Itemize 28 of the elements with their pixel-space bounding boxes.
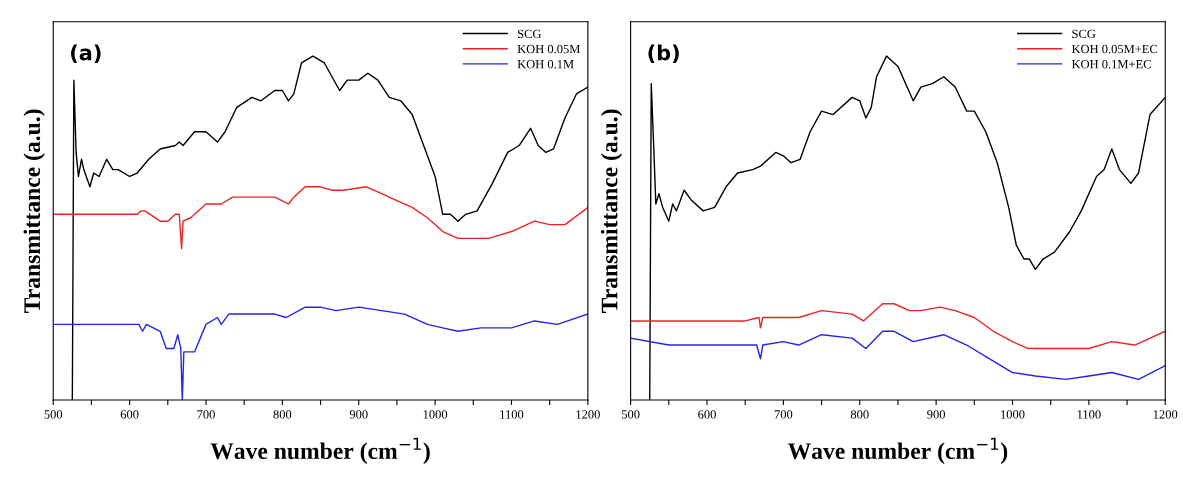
legend-label: KOH 0.05M (517, 44, 580, 54)
x-tick-label: 500 (621, 410, 640, 419)
x-tick-label: 1200 (576, 410, 600, 419)
x-axis-title: Wave number (cm$^{−1}$) (787, 437, 1008, 464)
annotation: (a) (71, 44, 101, 63)
x-tick-label: 500 (44, 410, 63, 419)
annotation: (b) (648, 44, 679, 63)
legend-label: SCG (1072, 29, 1096, 39)
x-tick-label: 1100 (1077, 410, 1101, 419)
legend-label: SCG (518, 29, 542, 39)
y-axis-title: Transmittance (a.u.) (600, 109, 623, 313)
x-tick-label: 700 (774, 410, 793, 419)
x-tick-label: 600 (698, 410, 716, 419)
x-tick-label: 800 (273, 410, 292, 419)
y-axis-title: Transmittance (a.u.) (23, 109, 45, 313)
x-tick-label: 1000 (1001, 410, 1025, 419)
x-axis-title: Wave number (cm$^{−1}$) (210, 437, 430, 464)
x-tick-label: 1100 (500, 410, 524, 419)
x-tick-label: 600 (120, 410, 139, 419)
x-tick-label: 700 (197, 410, 215, 419)
x-tick-label: 1000 (423, 410, 448, 419)
x-tick-label: 800 (850, 410, 869, 419)
legend-label: KOH 0.1M (517, 59, 574, 69)
legend-label: KOH 0.1M+EC (1071, 59, 1151, 69)
legend-label: KOH 0.05M+EC (1071, 44, 1158, 54)
x-tick-label: 900 (927, 410, 946, 419)
x-tick-label: 900 (349, 410, 368, 419)
x-tick-label: 1200 (1153, 410, 1178, 419)
